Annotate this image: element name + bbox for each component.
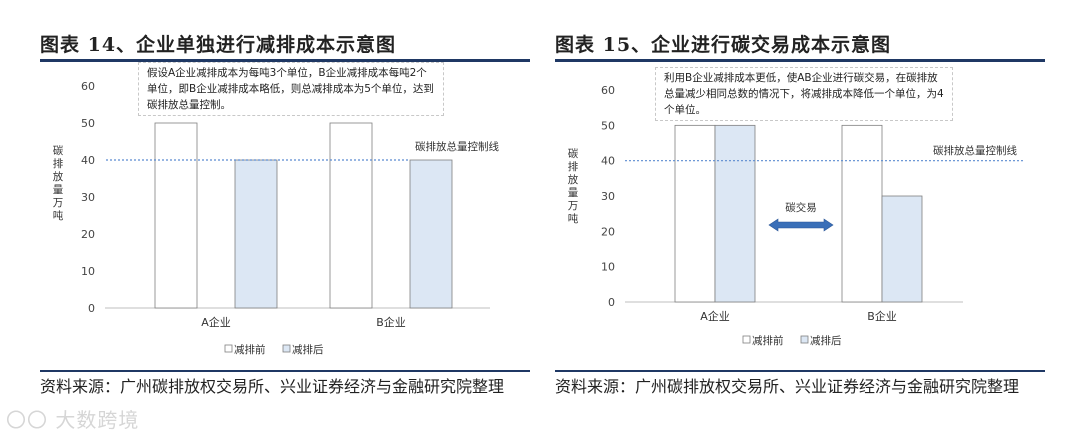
- bar: [234, 159, 278, 309]
- legend-label: 减排后: [292, 343, 324, 356]
- legend-label: 减排后: [810, 334, 842, 347]
- y-tick-label: 0: [608, 296, 615, 309]
- y-tick-label: 10: [81, 265, 95, 278]
- x-category-label: B企业: [867, 309, 897, 323]
- y-axis-label: 万: [568, 200, 579, 212]
- bar: [329, 122, 373, 309]
- legend-swatch: [800, 335, 809, 344]
- source-text: 资料来源：广州碳排放权交易所、兴业证券经济与金融研究院整理: [40, 377, 505, 396]
- bar: [154, 122, 198, 309]
- y-axis-label: 量: [568, 187, 579, 199]
- y-axis-label: 碳: [53, 144, 64, 157]
- figure-title: 图表 14、企业单独进行减排成本示意图: [40, 34, 397, 56]
- bar: [841, 124, 883, 303]
- y-tick-label: 60: [81, 80, 95, 93]
- y-tick-label: 60: [601, 84, 615, 97]
- y-axis-label: 排: [568, 160, 579, 173]
- bar: [674, 124, 716, 303]
- bar: [409, 159, 453, 309]
- watermark: 〇〇 大数跨境: [6, 408, 140, 432]
- figure-title: 图表 15、企业进行碳交易成本示意图: [555, 34, 892, 56]
- legend-swatch: [742, 335, 751, 344]
- y-tick-label: 40: [601, 155, 615, 168]
- y-tick-label: 20: [81, 228, 95, 241]
- y-tick-label: 40: [81, 154, 95, 167]
- legend-swatch: [282, 344, 291, 353]
- reference-line-label: 碳排放总量控制线: [415, 140, 499, 153]
- title-rule: [40, 59, 530, 62]
- left-figure: 图表 14、企业单独进行减排成本示意图 0 10 20 30 40 50 60 A企业 B企业 碳…: [40, 0, 560, 441]
- y-tick-label: 0: [88, 302, 95, 315]
- y-tick-label: 50: [601, 119, 615, 132]
- reference-line-label: 碳排放总量控制线: [933, 144, 1017, 157]
- y-tick-label: 30: [601, 190, 615, 203]
- y-tick-label: 20: [601, 225, 615, 238]
- y-axis-label: 放: [568, 173, 579, 186]
- double-arrow-icon: [768, 218, 834, 232]
- bar: [881, 195, 923, 303]
- legend-swatch: [224, 344, 233, 353]
- y-axis-label: 碳: [568, 147, 579, 160]
- y-tick-label: 50: [81, 117, 95, 130]
- right-figure: 图表 15、企业进行碳交易成本示意图 0 10 20 30 40 50 60 A企业 B企业 碳排…: [555, 0, 1075, 441]
- y-tick-label: 10: [601, 261, 615, 274]
- source-rule: [40, 370, 530, 372]
- y-axis-label: 吨: [568, 212, 579, 225]
- title-rule: [555, 59, 1045, 62]
- annotation-note: 利用B企业减排成本更低，使AB企业进行碳交易，在碳排放总量减少相同总数的情况下，…: [655, 67, 953, 121]
- y-axis-label: 量: [53, 184, 64, 196]
- source-text: 资料来源：广州碳排放权交易所、兴业证券经济与金融研究院整理: [555, 377, 1020, 396]
- bar: [714, 124, 756, 303]
- x-category-label: A企业: [700, 309, 730, 323]
- y-axis-label: 万: [53, 197, 64, 209]
- y-tick-label: 30: [81, 191, 95, 204]
- legend-label: 减排前: [234, 343, 266, 356]
- source-rule: [555, 370, 1045, 372]
- y-axis-label: 排: [53, 157, 64, 170]
- arrow-label: 碳交易: [785, 201, 817, 214]
- annotation-note: 假设A企业减排成本为每吨3个单位，B企业减排成本每吨2个单位，即B企业减排成本略…: [138, 62, 444, 116]
- x-category-label: A企业: [201, 315, 231, 329]
- legend-label: 减排前: [752, 334, 784, 347]
- x-category-label: B企业: [376, 315, 406, 329]
- y-axis-label: 吨: [53, 209, 64, 222]
- y-axis-label: 放: [53, 170, 64, 183]
